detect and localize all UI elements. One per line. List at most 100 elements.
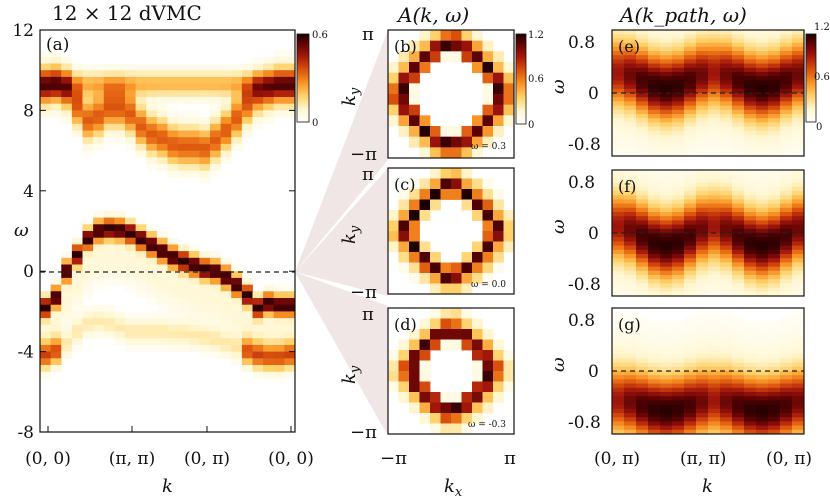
cell-g	[720, 379, 733, 384]
cell-a	[252, 291, 264, 299]
cell-f	[672, 182, 685, 188]
cell-e	[720, 88, 733, 94]
cell-f	[684, 216, 697, 221]
cell-d	[430, 413, 441, 424]
cell-e	[720, 114, 733, 119]
cell-f	[756, 228, 769, 234]
cell-a	[103, 217, 115, 225]
cell-f	[792, 233, 805, 238]
cell-e	[792, 139, 805, 144]
cell-b	[472, 136, 483, 148]
cell-a	[167, 251, 179, 259]
cell-e	[708, 67, 721, 73]
cell-a	[61, 97, 73, 105]
cell-b	[430, 136, 441, 148]
cell-a	[188, 90, 200, 98]
cell-e	[696, 105, 709, 111]
cell-c	[388, 231, 399, 242]
cell-a	[263, 97, 275, 105]
cell-a	[167, 130, 179, 138]
cell-e	[780, 84, 793, 90]
cell-f	[756, 275, 769, 280]
cell-c	[430, 199, 441, 211]
cell-b	[482, 94, 494, 106]
cell-e	[768, 143, 781, 148]
cell-a	[156, 143, 168, 151]
cell-f	[624, 212, 637, 217]
cell-e	[612, 114, 625, 119]
cell-f	[660, 270, 673, 276]
cell-g	[756, 383, 769, 389]
cell-c	[472, 210, 483, 221]
cell-g	[732, 324, 745, 330]
heatmap-e-cells	[612, 30, 805, 157]
cell-f	[708, 258, 721, 263]
cell-c	[472, 241, 483, 253]
cell-a	[178, 251, 190, 259]
cell-a	[135, 257, 147, 265]
cell-a	[125, 244, 137, 252]
cell-a	[50, 110, 62, 118]
cell-f	[732, 170, 745, 175]
cell-e	[708, 30, 721, 35]
cell-a	[178, 344, 190, 352]
cell-g	[624, 396, 637, 401]
cell-a	[273, 97, 285, 105]
cell-a	[103, 237, 115, 245]
cell-f	[672, 266, 685, 272]
cell-e	[768, 34, 781, 39]
cell-f	[708, 199, 721, 204]
cell-a	[178, 76, 190, 84]
cell-a	[220, 264, 232, 272]
cell-a	[114, 237, 126, 245]
cell-f	[708, 254, 721, 259]
cell-d	[472, 329, 483, 340]
panel-label-g: (g)	[618, 315, 641, 334]
cell-a	[167, 291, 179, 299]
cell-a	[146, 103, 158, 111]
cell-e	[792, 88, 805, 94]
cell-a	[199, 70, 211, 78]
cell-a	[178, 90, 190, 98]
cell-e	[792, 72, 805, 77]
cell-f	[648, 283, 661, 288]
cell-g	[648, 371, 661, 376]
cell-g	[744, 387, 757, 393]
cell-f	[624, 186, 637, 192]
cell-f	[792, 178, 805, 183]
cell-e	[792, 38, 805, 43]
cell-a	[273, 318, 285, 326]
cell-a	[231, 76, 243, 84]
cell-e	[684, 101, 697, 106]
cell-f	[612, 228, 625, 234]
cell-a	[188, 304, 200, 312]
cell-a	[263, 117, 275, 125]
cell-f	[780, 224, 793, 230]
cell-g	[636, 354, 649, 359]
cell-f	[636, 224, 649, 230]
cell-g	[732, 316, 745, 321]
cell-a	[93, 237, 105, 245]
cell-b	[503, 83, 515, 95]
cell-a	[220, 351, 232, 359]
cell-g	[624, 408, 637, 414]
cell-e	[660, 51, 673, 56]
cell-a	[114, 338, 126, 346]
cell-d	[503, 381, 515, 393]
cell-g	[768, 375, 781, 380]
cell-e	[624, 93, 637, 98]
cell-e	[744, 59, 757, 64]
frame-a	[39, 29, 296, 433]
cell-d	[451, 308, 462, 319]
cell-a	[82, 318, 94, 326]
cell-b	[419, 147, 431, 159]
cell-c	[451, 262, 462, 274]
cell-f	[768, 170, 781, 175]
cell-f	[612, 199, 625, 204]
cell-e	[636, 97, 649, 102]
cell-g	[636, 316, 649, 321]
cell-f	[768, 283, 781, 288]
cell-a	[199, 117, 211, 125]
cell-g	[732, 387, 745, 393]
cell-a	[61, 344, 73, 352]
